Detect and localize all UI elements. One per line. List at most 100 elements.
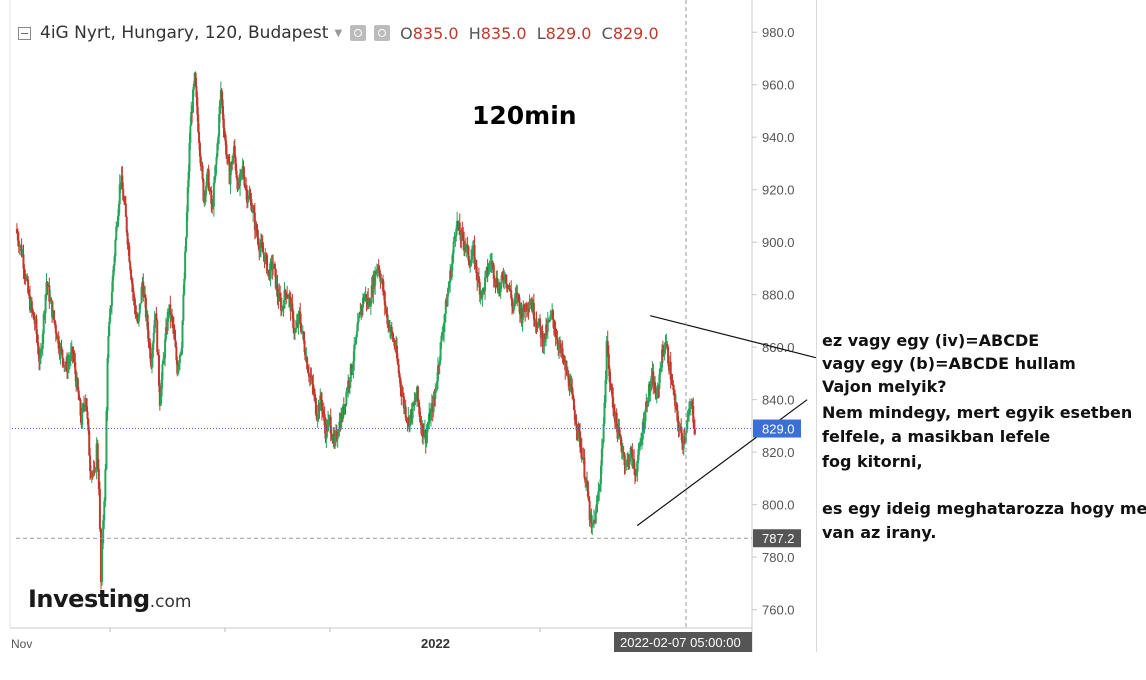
- candle-body: [255, 223, 258, 234]
- candle-body: [203, 192, 206, 201]
- candle-body: [451, 253, 454, 264]
- candle-body: [573, 410, 576, 421]
- candle-body: [562, 358, 565, 360]
- chevron-down-icon[interactable]: ▼: [334, 27, 343, 39]
- candle-body: [157, 355, 160, 386]
- candle-body: [16, 232, 19, 241]
- candle-body: [374, 271, 377, 286]
- candle-body: [146, 314, 149, 331]
- annotation-line: fog kitorni,: [822, 452, 923, 471]
- candle-body: [348, 382, 351, 386]
- candle-body: [307, 369, 310, 374]
- candle-body: [148, 341, 151, 344]
- candle-body: [325, 424, 328, 439]
- candle-body: [303, 340, 306, 353]
- candle-body: [587, 496, 590, 501]
- candle-body: [429, 409, 432, 421]
- candle-body: [209, 188, 212, 191]
- collapse-icon[interactable]: [18, 26, 31, 40]
- candle-body: [164, 339, 167, 359]
- candle-body: [579, 446, 582, 448]
- candle-body: [66, 363, 69, 372]
- candle-body: [76, 378, 79, 391]
- candle-body: [247, 195, 250, 201]
- candle-body: [384, 305, 387, 310]
- candle-body: [415, 398, 418, 401]
- eye-icon[interactable]: [350, 25, 367, 41]
- candle-body: [625, 462, 628, 465]
- candle-body: [223, 127, 226, 134]
- candle-body: [379, 275, 382, 282]
- candle-body: [127, 244, 130, 246]
- candle-body: [375, 268, 378, 274]
- candle-body: [588, 500, 591, 520]
- candle-body: [113, 256, 116, 266]
- candle-body: [187, 171, 190, 188]
- candle-body: [465, 245, 468, 248]
- y-tick-label: 900.0: [762, 235, 795, 250]
- candle-body: [199, 156, 202, 167]
- candle-body: [149, 343, 152, 359]
- candle-body: [563, 359, 566, 361]
- candle-body: [97, 468, 100, 490]
- candle-body: [599, 484, 602, 489]
- candle-body: [106, 358, 109, 412]
- candle-body: [293, 332, 296, 334]
- gear-icon[interactable]: [374, 25, 391, 41]
- plot-area[interactable]: [10, 0, 752, 628]
- candle-body: [212, 206, 215, 208]
- candle-body: [188, 142, 191, 172]
- candle-body: [681, 433, 684, 443]
- candle-body: [36, 334, 39, 343]
- candle-body: [201, 165, 204, 180]
- candle-body: [306, 357, 309, 370]
- trendline[interactable]: [650, 315, 816, 359]
- candle-body: [610, 385, 613, 388]
- candle-body: [354, 344, 357, 346]
- candle-body: [198, 142, 201, 157]
- candle-body: [79, 399, 82, 416]
- candle-body: [40, 349, 43, 351]
- candle-body: [467, 246, 470, 261]
- candle-body: [693, 422, 696, 430]
- candle-body: [294, 327, 297, 333]
- candle-body: [125, 216, 128, 233]
- candle-body: [69, 352, 72, 361]
- investing-logo: Investing.com: [28, 585, 191, 613]
- candle-body: [442, 332, 445, 335]
- candle-body: [443, 322, 446, 333]
- candle-body: [538, 318, 541, 327]
- candle-body: [182, 294, 185, 321]
- price-chart[interactable]: 980.0960.0940.0920.0900.0880.0860.0840.0…: [0, 0, 816, 652]
- candle-body: [234, 157, 237, 171]
- candle-body: [178, 354, 181, 363]
- logo-suffix: .com: [149, 592, 192, 612]
- candle-body: [17, 240, 20, 247]
- candle-body: [508, 284, 511, 289]
- chart-panel[interactable]: 980.0960.0940.0920.0900.0880.0860.0840.0…: [0, 0, 817, 652]
- candle-body: [314, 398, 317, 415]
- symbol-label[interactable]: 4iG Nyrt, Hungary, 120, Budapest: [40, 23, 329, 43]
- candle-body: [509, 288, 512, 291]
- candle-body: [38, 358, 41, 362]
- candle-body: [605, 341, 608, 380]
- candle-body: [500, 275, 503, 284]
- candle-body: [453, 238, 456, 242]
- candle-body: [355, 331, 358, 337]
- candle-body: [574, 420, 577, 424]
- candle-body: [177, 366, 180, 374]
- candle-body: [83, 404, 85, 407]
- candle-body: [673, 390, 676, 395]
- candle-body: [484, 277, 487, 292]
- candle-body: [92, 469, 95, 474]
- candle-body: [189, 125, 192, 143]
- candle-body: [491, 262, 494, 265]
- candle-body: [469, 265, 472, 267]
- annotation-line: es egy ideig meghatarozza hogy merre: [822, 499, 1146, 518]
- candle-body: [455, 228, 458, 237]
- candle-body: [173, 330, 176, 341]
- candle-body: [601, 442, 604, 449]
- candle-body: [636, 460, 639, 472]
- x-tick-label: Nov: [11, 637, 32, 651]
- candle-body: [669, 361, 672, 380]
